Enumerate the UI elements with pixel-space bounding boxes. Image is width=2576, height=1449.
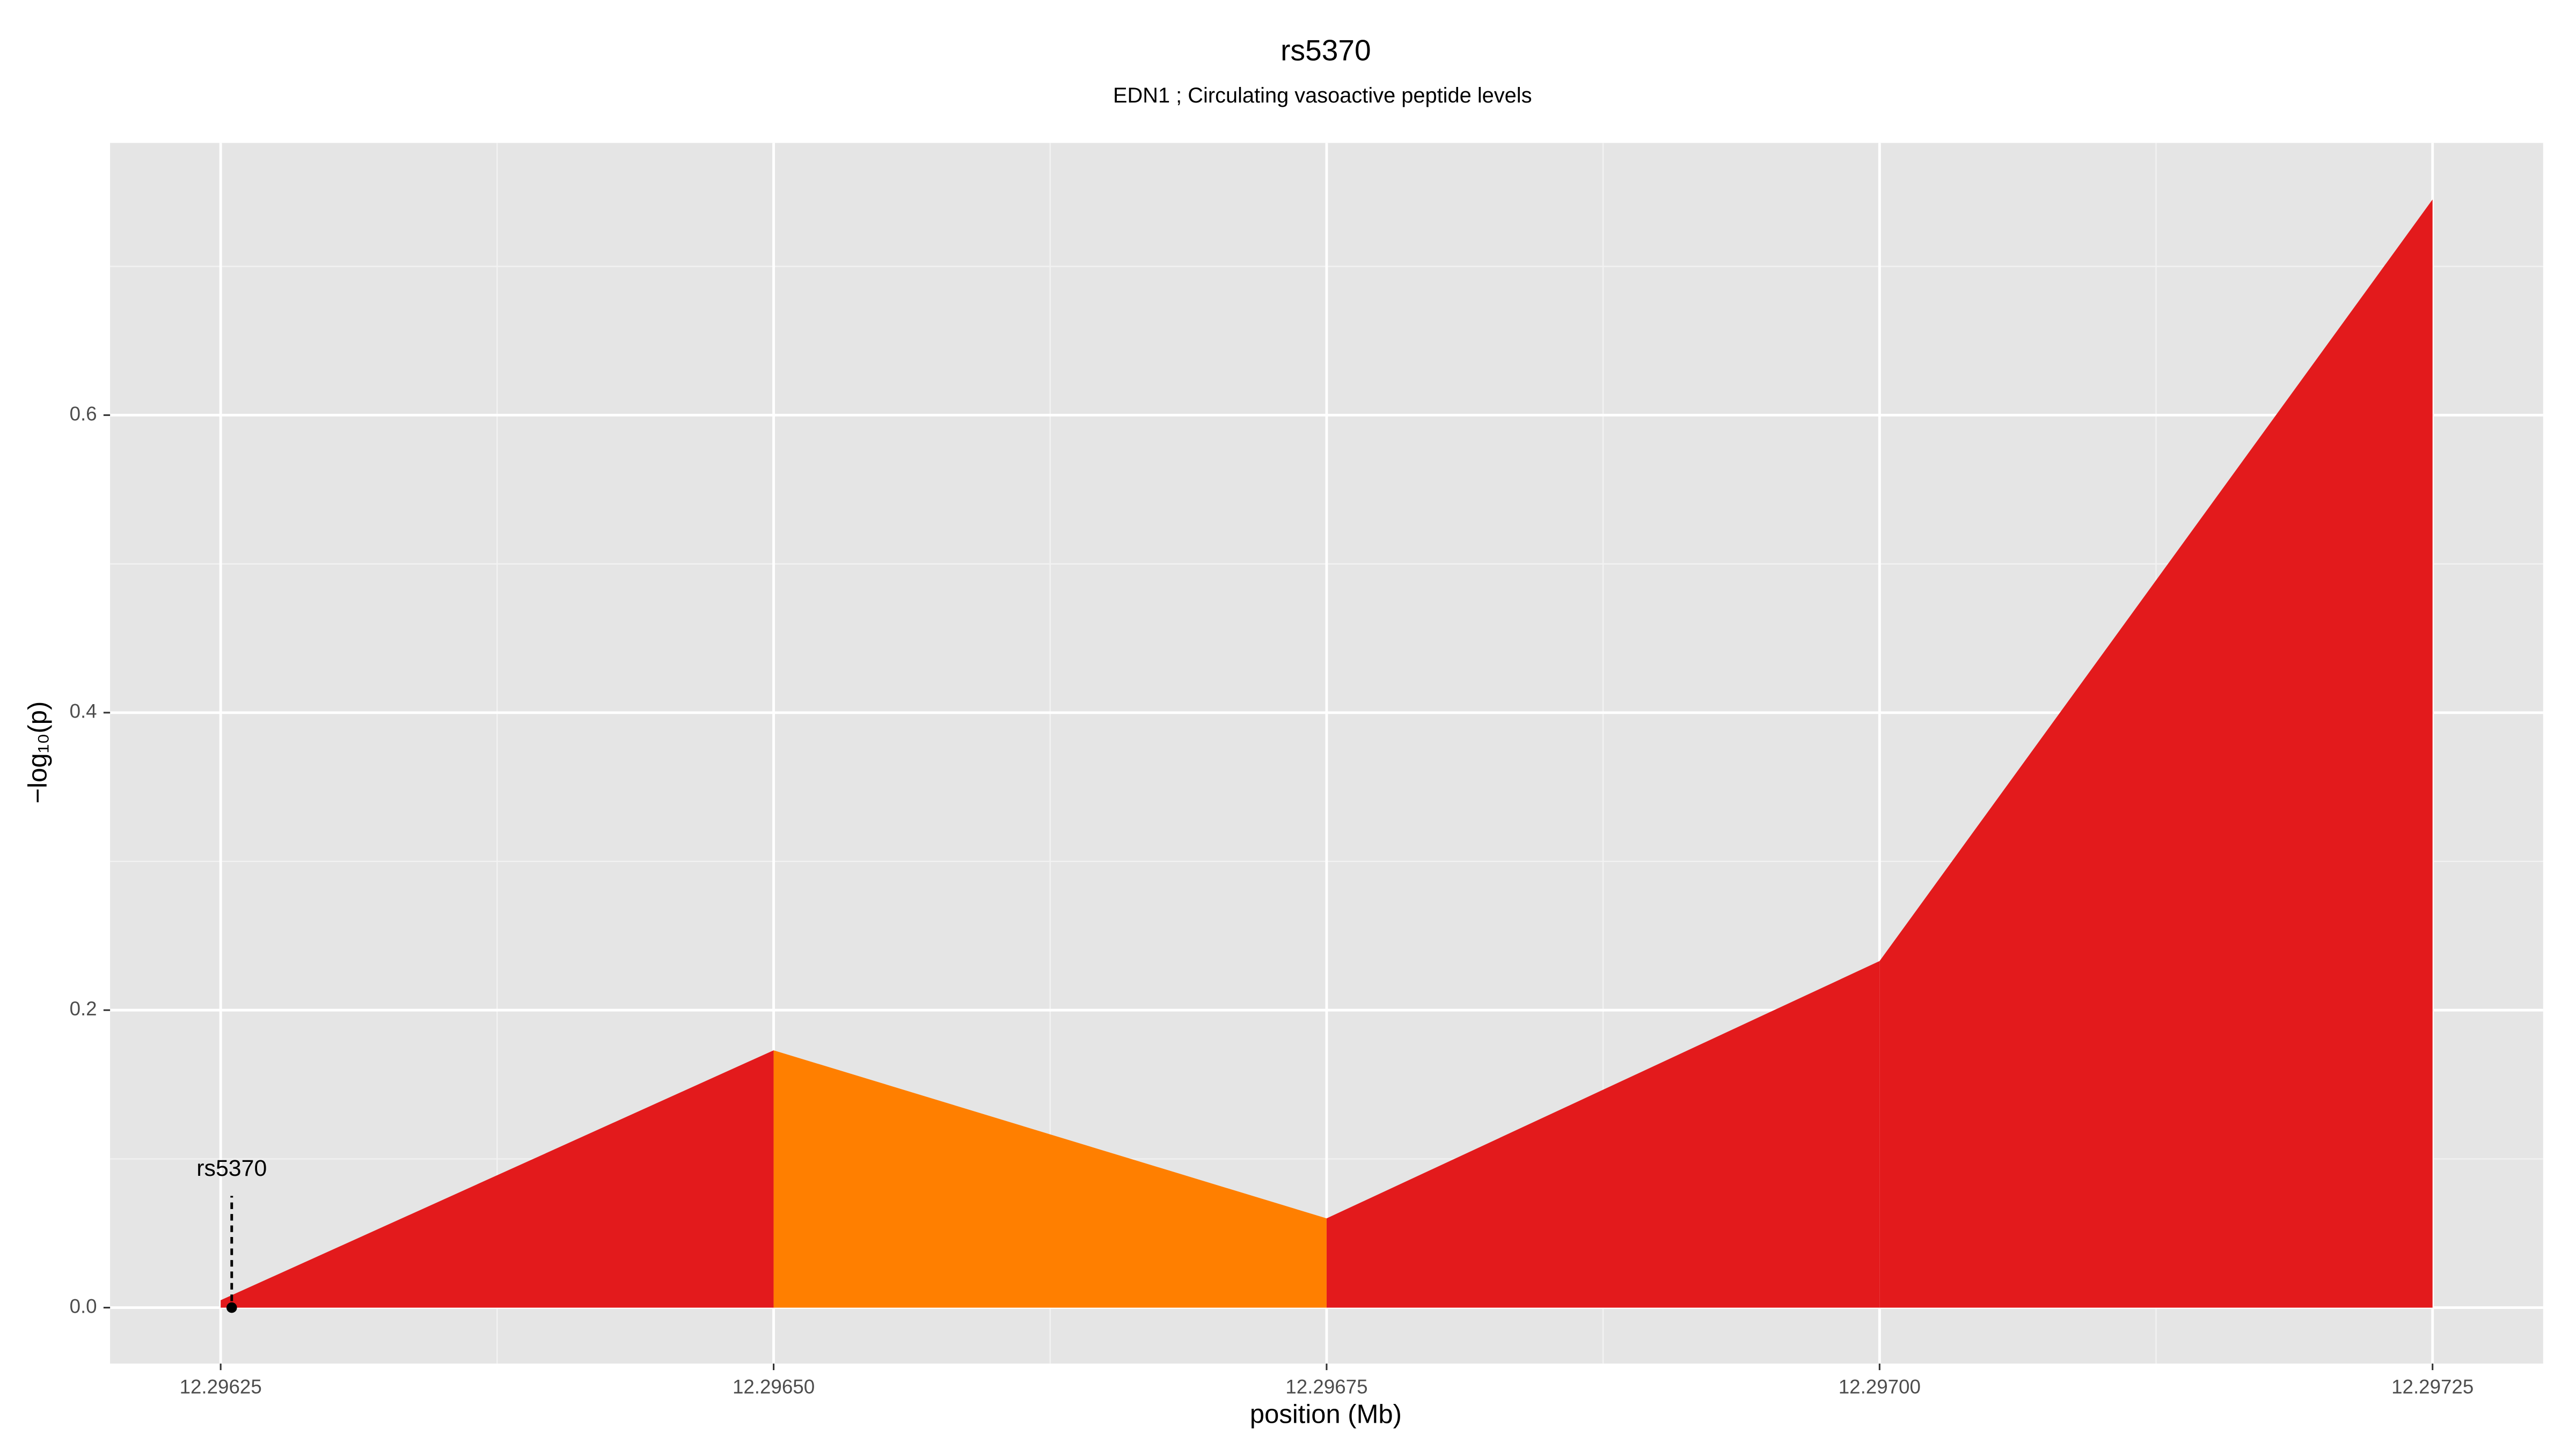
area-segment bbox=[773, 1050, 1327, 1308]
area-segment bbox=[1326, 961, 1880, 1308]
y-tick-label: 0.4 bbox=[70, 700, 97, 722]
area-segment bbox=[221, 1050, 774, 1308]
y-tick-label: 0.2 bbox=[70, 998, 97, 1020]
x-axis-title: position (Mb) bbox=[1250, 1400, 1402, 1429]
area-segment bbox=[1879, 199, 2433, 1308]
y-tick-label: 0.6 bbox=[70, 402, 97, 425]
annotation-label: rs5370 bbox=[196, 1155, 267, 1181]
x-tick-label: 12.29650 bbox=[733, 1375, 815, 1397]
x-tick-label: 12.29675 bbox=[1285, 1375, 1367, 1397]
x-tick-label: 12.29700 bbox=[1839, 1375, 1921, 1397]
annotation-point bbox=[226, 1302, 237, 1313]
y-axis-title: −log₁₀(p) bbox=[23, 701, 52, 804]
x-tick-label: 12.29725 bbox=[2391, 1375, 2473, 1397]
y-tick-label: 0.0 bbox=[70, 1295, 97, 1317]
chart-subtitle: EDN1 ; Circulating vasoactive peptide le… bbox=[1113, 84, 1532, 107]
chart-title: rs5370 bbox=[1280, 34, 1371, 67]
x-tick-label: 12.29625 bbox=[180, 1375, 262, 1397]
